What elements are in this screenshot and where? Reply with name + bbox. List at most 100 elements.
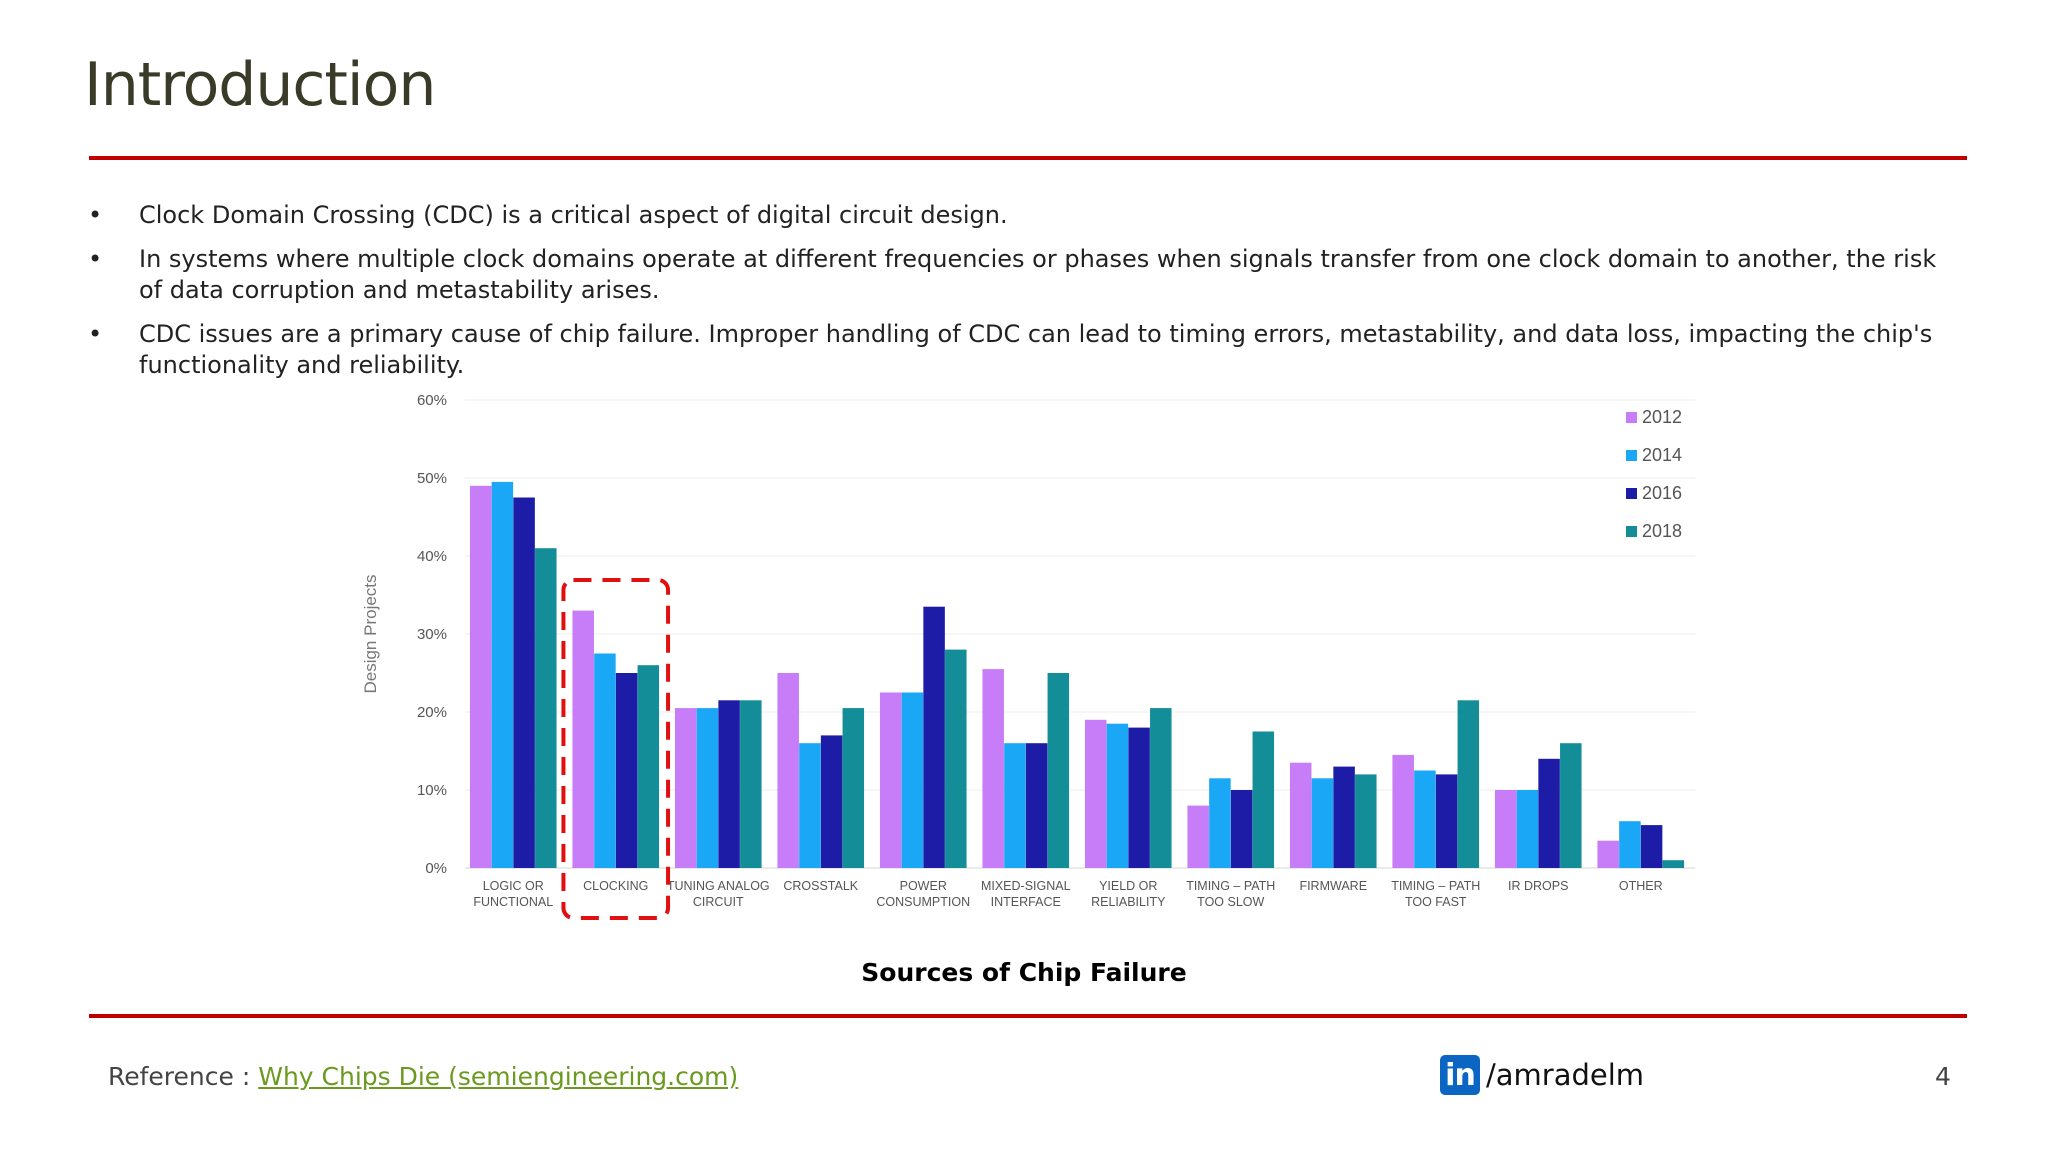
x-category-label: TIMING – PATH xyxy=(1186,879,1275,893)
reference-link[interactable]: Why Chips Die (semiengineering.com) xyxy=(258,1062,739,1091)
x-category-label: INTERFACE xyxy=(991,895,1061,909)
bar-2012 xyxy=(1289,762,1312,868)
y-tick-label: 40% xyxy=(417,548,447,565)
bar-2018 xyxy=(1662,860,1685,868)
bar-2014 xyxy=(901,692,924,868)
x-category-label: TIMING – PATH xyxy=(1391,879,1480,893)
bullet-text: In systems where multiple clock domains … xyxy=(139,245,1937,304)
y-tick-label: 10% xyxy=(417,782,447,799)
bullet-item: • Clock Domain Crossing (CDC) is a critic… xyxy=(85,200,1965,231)
page-number: 4 xyxy=(1935,1062,1951,1091)
bar-2012 xyxy=(469,485,492,868)
linkedin-icon: in xyxy=(1440,1055,1480,1095)
bar-2016 xyxy=(820,735,843,868)
linkedin-handle[interactable]: in /amradelm xyxy=(1440,1055,1644,1095)
bar-2018 xyxy=(637,665,660,868)
y-tick-label: 30% xyxy=(417,626,447,643)
y-tick-label: 20% xyxy=(417,704,447,721)
x-category-label: TOO SLOW xyxy=(1197,895,1264,909)
bar-2016 xyxy=(1230,790,1253,868)
bar-2018 xyxy=(740,700,762,868)
legend-label: 2012 xyxy=(1642,407,1682,427)
legend-label: 2018 xyxy=(1642,521,1682,541)
x-category-label: CROSSTALK xyxy=(783,879,858,893)
bar-2018 xyxy=(1252,731,1275,868)
bullet-list: • Clock Domain Crossing (CDC) is a critic… xyxy=(85,200,1965,394)
bar-2012 xyxy=(982,669,1004,868)
bar-2018 xyxy=(1150,708,1172,868)
bar-2014 xyxy=(1311,778,1334,868)
bullet-text: Clock Domain Crossing (CDC) is a critica… xyxy=(139,201,1008,229)
bullet-text: CDC issues are a primary cause of chip f… xyxy=(139,320,1933,379)
bar-2018 xyxy=(535,548,557,868)
y-tick-label: 0% xyxy=(425,860,447,877)
bar-2018 xyxy=(842,708,865,868)
bar-2012 xyxy=(674,708,697,868)
reference-label: Reference : xyxy=(108,1062,259,1091)
legend-swatch xyxy=(1626,488,1637,499)
bar-2014 xyxy=(594,653,616,868)
x-category-label: CONSUMPTION xyxy=(876,895,970,909)
x-category-label: FUNCTIONAL xyxy=(473,895,553,909)
x-category-label: YIELD OR xyxy=(1099,879,1157,893)
chip-failure-bar-chart: 0% 10% 20% 30% 40% 50% 60% Design Projects LOGIC… xyxy=(361,392,1695,920)
x-category-label: LOGIC OR xyxy=(483,879,544,893)
bar-2018 xyxy=(1560,743,1582,868)
bar-2012 xyxy=(879,692,902,868)
bullet-item: • In systems where multiple clock domains… xyxy=(85,244,1965,306)
y-axis-label: Design Projects xyxy=(361,574,380,693)
bar-2012 xyxy=(1494,790,1517,868)
legend-label: 2016 xyxy=(1642,483,1682,503)
x-category-label: TUNING ANALOG xyxy=(667,879,770,893)
y-tick-label: 50% xyxy=(417,470,447,487)
x-category-label: MIXED-SIGNAL xyxy=(981,879,1071,893)
bar-2012 xyxy=(1597,840,1619,868)
x-category-label: RELIABILITY xyxy=(1091,895,1166,909)
bar-2018 xyxy=(1355,774,1377,868)
bar-2014 xyxy=(1414,770,1436,868)
bullet-marker: • xyxy=(88,201,103,229)
bar-2012 xyxy=(572,610,594,868)
bar-2018 xyxy=(945,649,967,868)
bullet-item: • CDC issues are a primary cause of chip … xyxy=(85,319,1965,381)
x-category-label: CLOCKING xyxy=(583,879,648,893)
bar-2014 xyxy=(799,743,821,868)
x-category-label: FIRMWARE xyxy=(1299,879,1367,893)
x-category-label: CIRCUIT xyxy=(693,895,744,909)
bar-2014 xyxy=(1004,743,1026,868)
bar-2016 xyxy=(615,673,638,868)
bar-2014 xyxy=(1106,723,1129,868)
bar-2014 xyxy=(1619,821,1641,868)
bullet-marker: • xyxy=(88,245,103,273)
bar-2016 xyxy=(718,700,740,868)
bar-2016 xyxy=(1640,825,1663,868)
legend-swatch xyxy=(1626,450,1637,461)
bar-2012 xyxy=(1187,805,1209,868)
bar-2016 xyxy=(513,497,535,868)
bar-2018 xyxy=(1457,700,1480,868)
x-category-label: POWER xyxy=(900,879,947,893)
bar-2018 xyxy=(1047,673,1070,868)
bar-2012 xyxy=(1392,754,1414,868)
linkedin-handle-text: /amradelm xyxy=(1486,1058,1645,1092)
y-tick-label: 60% xyxy=(417,392,447,409)
reference: Reference : Why Chips Die (semiengineeri… xyxy=(108,1062,738,1091)
slide-title: Introduction xyxy=(84,50,436,120)
clocking-highlight-box xyxy=(561,578,671,920)
legend-swatch xyxy=(1626,412,1637,423)
bar-2016 xyxy=(1538,758,1560,868)
x-category-label: OTHER xyxy=(1619,879,1663,893)
title-divider xyxy=(89,156,1967,160)
bar-2016 xyxy=(923,606,945,868)
bar-2016 xyxy=(1333,766,1355,868)
x-category-label: IR DROPS xyxy=(1508,879,1568,893)
bar-2014 xyxy=(696,708,719,868)
legend-swatch xyxy=(1626,526,1637,537)
bar-2014 xyxy=(1209,778,1231,868)
chart-caption: Sources of Chip Failure xyxy=(861,958,1187,987)
bar-2012 xyxy=(1084,719,1107,868)
x-category-label: TOO FAST xyxy=(1405,895,1467,909)
footer-divider xyxy=(89,1014,1967,1018)
bar-2016 xyxy=(1128,727,1150,868)
bar-2014 xyxy=(1516,790,1539,868)
